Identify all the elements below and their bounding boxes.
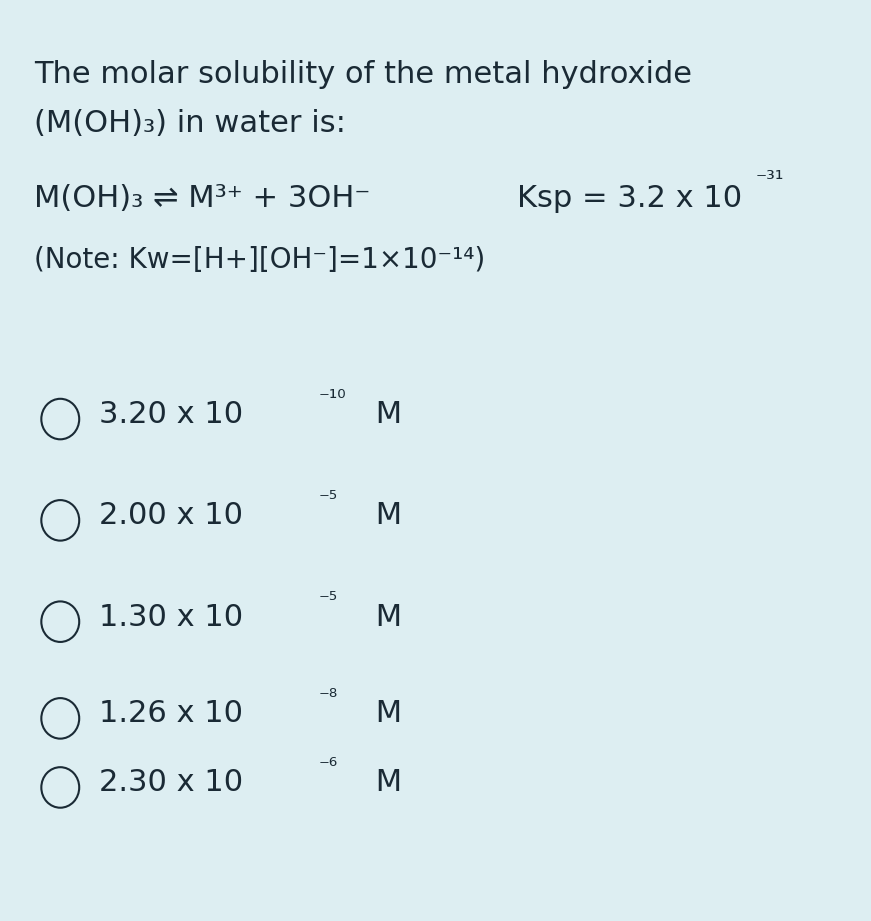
Text: M: M [366, 602, 402, 632]
Text: ⁻⁶: ⁻⁶ [319, 757, 338, 777]
Text: ⁻¹⁰: ⁻¹⁰ [319, 389, 346, 409]
Text: Ksp = 3.2 x 10: Ksp = 3.2 x 10 [517, 184, 742, 213]
Text: (Note: Kw=[H+][OH⁻]=1×10⁻¹⁴): (Note: Kw=[H+][OH⁻]=1×10⁻¹⁴) [35, 246, 486, 274]
Text: M: M [366, 768, 402, 798]
Text: ⁻⁵: ⁻⁵ [319, 490, 338, 510]
Text: ⁻³¹: ⁻³¹ [756, 170, 785, 191]
Text: 1.26 x 10: 1.26 x 10 [99, 699, 243, 729]
Text: M: M [366, 501, 402, 530]
Text: M(OH)₃ ⇌ M³⁺ + 3OH⁻: M(OH)₃ ⇌ M³⁺ + 3OH⁻ [35, 184, 371, 213]
Text: The molar solubility of the metal hydroxide: The molar solubility of the metal hydrox… [35, 60, 692, 88]
Text: 1.30 x 10: 1.30 x 10 [99, 602, 243, 632]
Text: M: M [366, 699, 402, 729]
Text: ⁻⁸: ⁻⁸ [319, 688, 338, 708]
Text: 3.20 x 10: 3.20 x 10 [99, 400, 243, 429]
Text: (M(OH)₃) in water is:: (M(OH)₃) in water is: [35, 109, 347, 137]
Text: 2.30 x 10: 2.30 x 10 [99, 768, 243, 798]
Text: ⁻⁵: ⁻⁵ [319, 591, 338, 612]
Text: M: M [366, 400, 402, 429]
Text: 2.00 x 10: 2.00 x 10 [99, 501, 243, 530]
